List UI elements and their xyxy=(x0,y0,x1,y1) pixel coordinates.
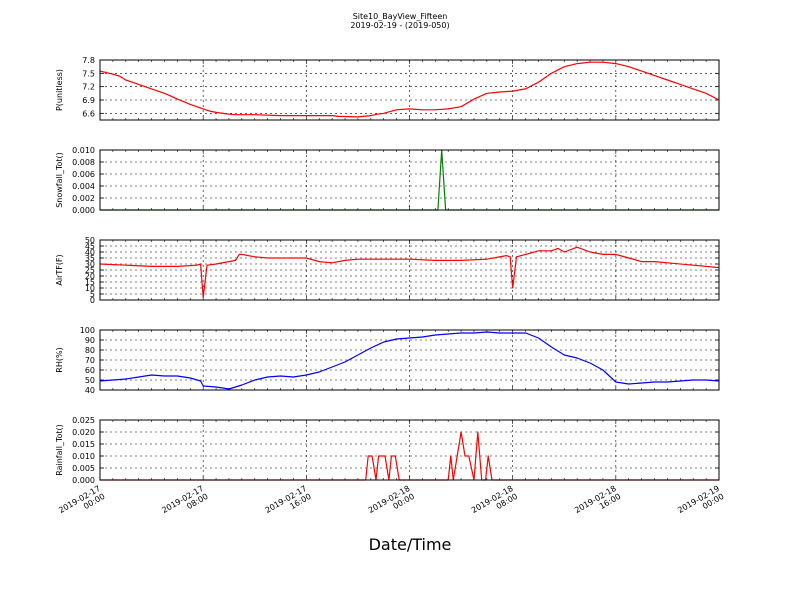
y-tick-label: 90 xyxy=(85,336,95,345)
panels: 6.66.97.27.57.8P(unitless)0.0000.0020.00… xyxy=(55,56,720,485)
y-tick-label: 70 xyxy=(85,356,95,365)
plot-frame xyxy=(99,329,720,391)
y-tick-label: 20 xyxy=(85,272,95,281)
y-tick-label: 0.005 xyxy=(72,464,95,473)
series-line-1-1 xyxy=(99,61,720,118)
y-axis-label: RH(%) xyxy=(55,347,64,372)
y-tick-label: 6.9 xyxy=(82,96,95,105)
x-tick-label: 2019-02-1808:00 xyxy=(470,484,519,523)
y-tick-label: 100 xyxy=(80,326,95,335)
plot-frame xyxy=(99,419,720,481)
x-tick-label: 2019-02-1700:00 xyxy=(57,484,106,523)
y-tick-label: 50 xyxy=(85,236,95,245)
x-tick-label: 2019-02-1816:00 xyxy=(573,484,622,523)
x-tick-label: 2019-02-1800:00 xyxy=(367,484,416,523)
y-tick-label: 30 xyxy=(85,260,95,269)
y-tick-label: 0.010 xyxy=(72,452,95,461)
y-tick-label: 0.004 xyxy=(72,182,95,191)
y-tick-label: 0.010 xyxy=(72,146,95,155)
y-axis-label: P(unitless) xyxy=(55,69,64,111)
chart-panel-2: 0.000 0.002 0.004 0.006 0.008 0.010 Snowfall_T… xyxy=(55,146,720,215)
y-tick-label: 0.006 xyxy=(72,170,95,179)
figure-subtitle: 2019-02-19 - (2019-050) xyxy=(350,21,449,30)
y-tick-label: 0.008 xyxy=(72,158,95,167)
y-axis-label: Snowfall_Tot() xyxy=(55,152,64,208)
y-tick-label: 60 xyxy=(85,366,95,375)
y-axis-label: AirTF(F) xyxy=(55,254,64,285)
y-tick-label: 25 xyxy=(85,266,95,275)
y-tick-label: 7.8 xyxy=(82,56,95,65)
y-tick-label: 0.020 xyxy=(72,428,95,437)
x-tick-label: 2019-02-1708:00 xyxy=(160,484,209,523)
y-axis-label: Rainfall_Tot() xyxy=(55,424,64,476)
x-axis-label: Date/Time xyxy=(369,535,452,554)
y-tick-label: 40 xyxy=(85,386,95,395)
plot-frame xyxy=(99,59,720,121)
y-tick-label: 7.5 xyxy=(82,69,95,78)
y-tick-label: 0 xyxy=(90,296,95,305)
y-tick-label: 35 xyxy=(85,254,95,263)
y-tick-label: 0.015 xyxy=(72,440,95,449)
series-line-4-1 xyxy=(99,331,720,390)
y-tick-label: 45 xyxy=(85,242,95,251)
y-tick-label: 5 xyxy=(90,290,95,299)
figure-title: Site10_BayView_Fifteen xyxy=(353,12,448,21)
y-tick-label: 0.002 xyxy=(72,194,95,203)
y-tick-label: 0.025 xyxy=(72,416,95,425)
y-tick-label: 40 xyxy=(85,248,95,257)
y-tick-label: 50 xyxy=(85,376,95,385)
y-tick-label: 7.2 xyxy=(82,83,95,92)
series-line-3-1 xyxy=(99,246,720,299)
x-tick-label: 2019-02-1716:00 xyxy=(264,484,313,523)
y-tick-label: 80 xyxy=(85,346,95,355)
plot-frame xyxy=(99,149,720,211)
y-tick-label: 15 xyxy=(85,278,95,287)
chart-panel-1: 6.6 6.9 7.2 7.5 7.8 P(unitless) xyxy=(55,56,720,121)
y-tick-label: 0.000 xyxy=(72,476,95,485)
x-tick-label: 2019-02-1900:00 xyxy=(676,484,725,523)
y-tick-label: 6.6 xyxy=(82,109,95,118)
y-tick-label: 10 xyxy=(85,284,95,293)
y-tick-label: 0.000 xyxy=(72,206,95,215)
x-tick-labels: 2019-02-1700:00 2019-02-1708:00 2019-02-17… xyxy=(57,484,725,523)
chart-panel-5: 0.000 0.005 0.010 0.015 0.020 0.025 Rainfall_T… xyxy=(55,416,720,485)
plot-frame xyxy=(99,239,720,301)
